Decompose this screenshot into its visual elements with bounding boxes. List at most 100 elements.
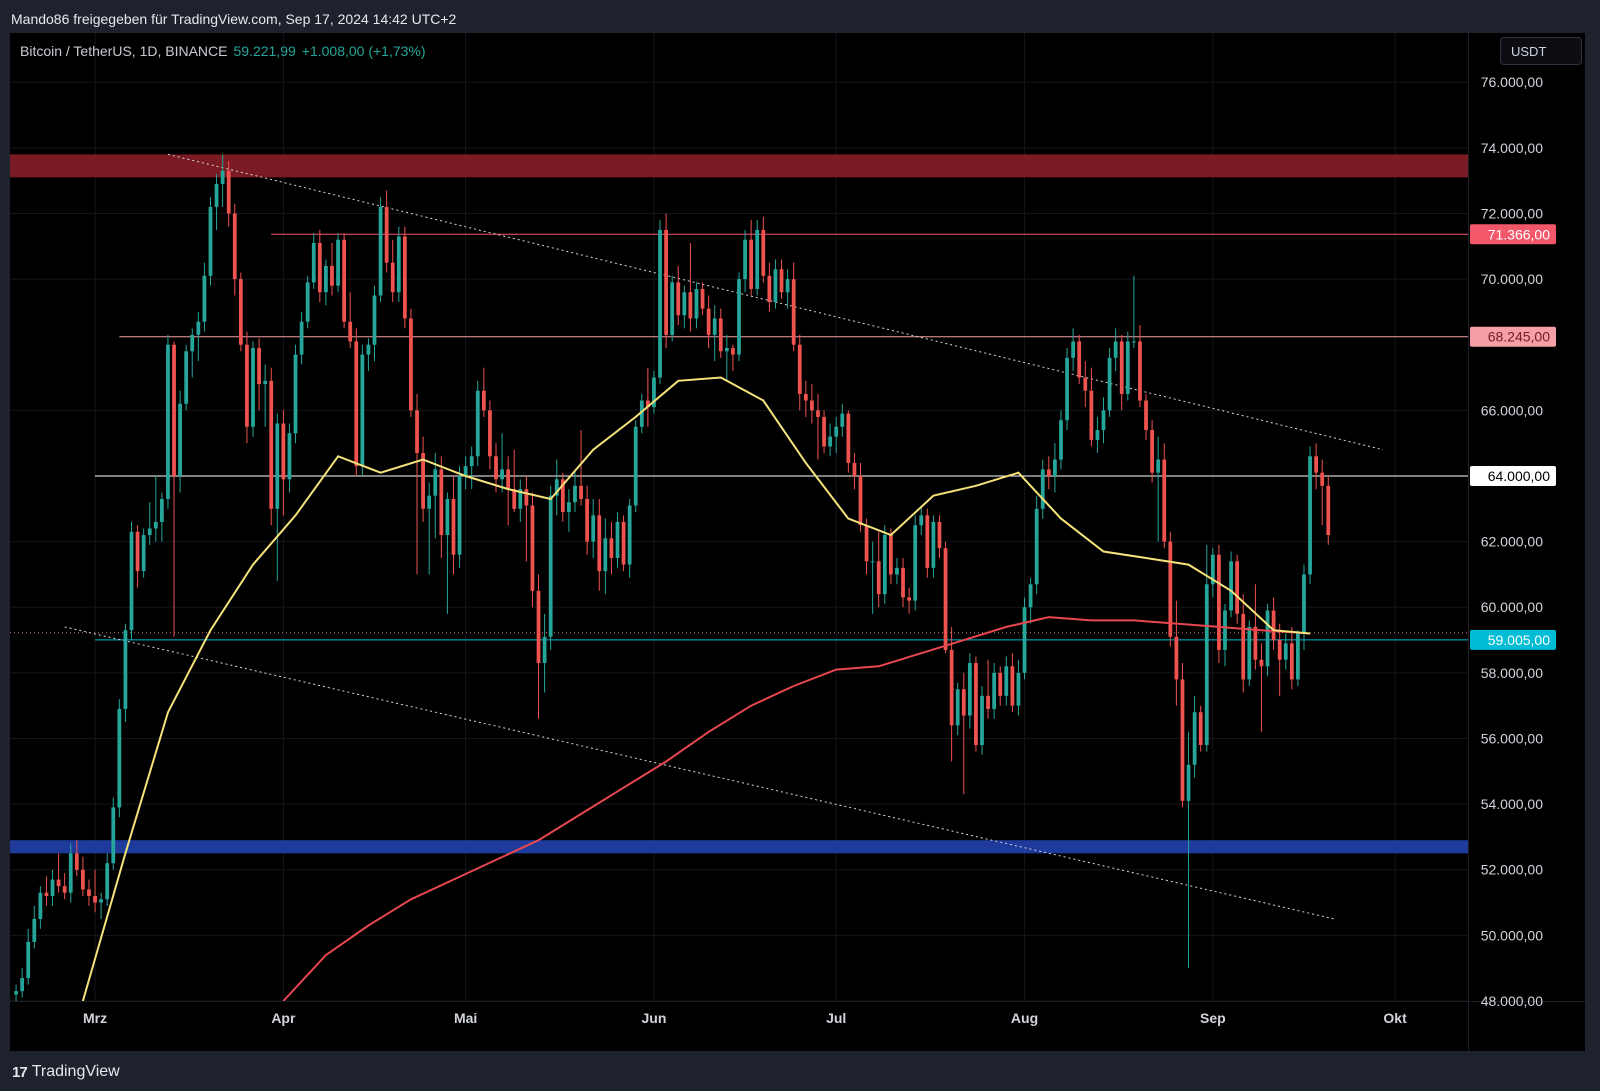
currency-button[interactable]: USDT bbox=[1500, 37, 1582, 65]
candle-body bbox=[858, 475, 863, 526]
candle-body bbox=[1113, 341, 1118, 358]
symbol-legend: Bitcoin / TetherUS, 1D, BINANCE 59.221,99… bbox=[20, 43, 426, 59]
candle-body bbox=[1174, 636, 1179, 680]
candle-body bbox=[1053, 459, 1057, 476]
candle-body bbox=[779, 269, 784, 293]
candle-body bbox=[1040, 469, 1045, 509]
candle-body bbox=[506, 469, 511, 490]
brand[interactable]: 17 TradingView bbox=[12, 1063, 120, 1081]
candle-body bbox=[864, 525, 869, 562]
candle-body bbox=[1083, 377, 1088, 391]
candle-body bbox=[785, 279, 790, 293]
candle-body bbox=[712, 318, 717, 335]
candle-body bbox=[44, 892, 49, 896]
candle-body bbox=[1028, 584, 1033, 608]
candle-body bbox=[87, 889, 91, 896]
candle-body bbox=[475, 390, 480, 457]
price-change: +1.008,00 (+1,73%) bbox=[301, 43, 426, 59]
candle-body bbox=[1277, 640, 1282, 660]
candle-body bbox=[919, 515, 924, 526]
candle-body bbox=[986, 695, 990, 709]
candle-body bbox=[870, 561, 875, 563]
candle-body bbox=[1289, 643, 1294, 680]
candle-body bbox=[166, 344, 170, 499]
candle-body bbox=[718, 318, 723, 352]
candle-body bbox=[500, 469, 504, 480]
candle-body bbox=[633, 426, 638, 506]
chart-area[interactable]: 76.000,00 74.000,00 72.000,00 70.000,00 66.0… bbox=[10, 33, 1585, 1051]
candle-body bbox=[281, 423, 286, 480]
candle-body bbox=[494, 456, 498, 480]
candle-body bbox=[384, 206, 389, 263]
candle-body bbox=[1204, 584, 1209, 746]
candle-body bbox=[1271, 610, 1276, 641]
candle-body bbox=[402, 236, 407, 319]
candle-body bbox=[190, 334, 195, 352]
candle-body bbox=[1241, 613, 1246, 680]
candle-body bbox=[925, 515, 930, 568]
candle-body bbox=[688, 292, 693, 319]
y-tick-label: 66.000,00 bbox=[1481, 402, 1543, 418]
candle-body bbox=[615, 521, 620, 559]
candle-body bbox=[1308, 456, 1312, 575]
candle-body bbox=[50, 879, 55, 896]
candle-body bbox=[797, 344, 802, 394]
candle-body bbox=[1131, 341, 1136, 343]
candle-body bbox=[220, 170, 225, 184]
candle-body bbox=[433, 469, 438, 496]
candle-body bbox=[488, 410, 492, 457]
candle-body bbox=[1010, 666, 1015, 706]
candle-body bbox=[56, 879, 61, 887]
candle-body bbox=[1095, 430, 1100, 440]
candle-body bbox=[974, 663, 978, 746]
candle-body bbox=[409, 318, 413, 411]
share-text: Mando86 freigegeben für TradingView.com,… bbox=[11, 11, 457, 27]
candle-body bbox=[676, 282, 681, 316]
candle-body bbox=[463, 466, 468, 476]
candle-body bbox=[38, 892, 43, 919]
candle-body bbox=[135, 531, 140, 572]
candle-body bbox=[980, 695, 984, 746]
candle-body bbox=[967, 663, 972, 716]
candle-body bbox=[421, 453, 425, 509]
candle-body bbox=[1314, 456, 1319, 473]
y-tick-label: 70.000,00 bbox=[1481, 271, 1543, 287]
candle-body bbox=[737, 279, 741, 355]
candle-body bbox=[287, 433, 292, 480]
candle-body bbox=[743, 239, 747, 280]
candle-body bbox=[62, 886, 67, 893]
candle-body bbox=[1192, 712, 1197, 765]
candle-body bbox=[1046, 469, 1051, 476]
candle-body bbox=[293, 354, 298, 434]
candle-body bbox=[670, 282, 675, 335]
price-chart[interactable]: 76.000,00 74.000,00 72.000,00 70.000,00 66.0… bbox=[10, 33, 1585, 1051]
candle-body bbox=[275, 423, 280, 509]
candle-body bbox=[913, 525, 918, 601]
candle-body bbox=[731, 348, 735, 355]
candle-body bbox=[761, 229, 766, 276]
candle-body bbox=[621, 521, 626, 565]
candle-body bbox=[828, 436, 833, 447]
candle-body bbox=[840, 413, 845, 427]
candle-body bbox=[834, 426, 839, 437]
candle-body bbox=[1089, 390, 1094, 440]
candle-body bbox=[627, 505, 632, 565]
candle-body bbox=[74, 853, 79, 870]
x-tick-label: Aug bbox=[1011, 1010, 1038, 1026]
candle-body bbox=[1144, 400, 1148, 431]
candle-body bbox=[238, 279, 243, 345]
candle-body bbox=[1247, 626, 1252, 680]
channel-line bbox=[64, 626, 1335, 920]
candle-body bbox=[141, 535, 146, 572]
candle-body bbox=[226, 170, 231, 214]
x-tick-label: Apr bbox=[271, 1010, 296, 1026]
candle-body bbox=[1101, 410, 1106, 431]
candle-body bbox=[390, 262, 395, 293]
tradingview-logo-icon: 17 bbox=[12, 1063, 28, 1081]
candle-body bbox=[457, 475, 462, 555]
candle-body bbox=[1065, 357, 1069, 421]
level-tag bbox=[1470, 465, 1556, 486]
candle-body bbox=[1156, 459, 1161, 473]
level-tag-label: 68.245,00 bbox=[1488, 329, 1550, 345]
candle-body bbox=[949, 649, 954, 726]
